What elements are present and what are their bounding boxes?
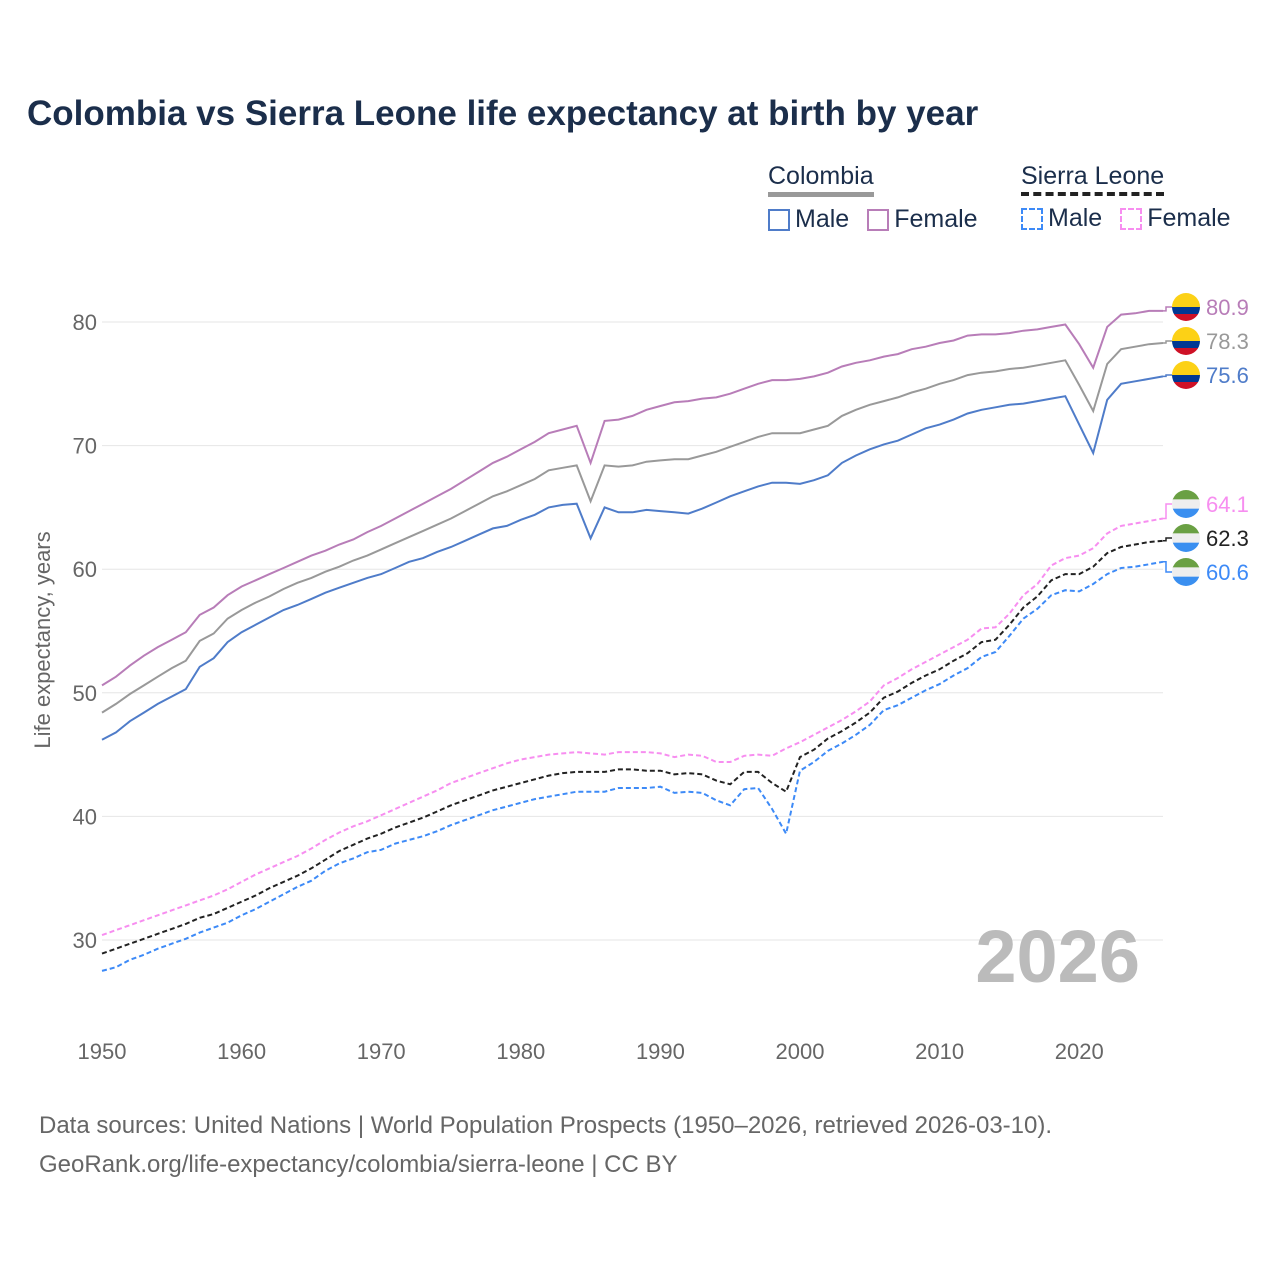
end-value-label: 80.9 bbox=[1206, 295, 1249, 320]
end-value-label: 75.6 bbox=[1206, 363, 1249, 388]
x-tick-label: 1950 bbox=[78, 1039, 127, 1064]
label-leader bbox=[1163, 340, 1172, 344]
legend-sierra-leone: Sierra Leone Male Female bbox=[1021, 162, 1231, 233]
series-line-sierra-leone-male bbox=[101, 560, 1164, 972]
x-tick-label: 2000 bbox=[776, 1039, 825, 1064]
label-leader bbox=[1163, 503, 1172, 520]
label-leader bbox=[1163, 374, 1172, 378]
end-value-label: 62.3 bbox=[1206, 526, 1249, 551]
x-tick-label: 2010 bbox=[915, 1039, 964, 1064]
x-tick-label: 2020 bbox=[1055, 1039, 1104, 1064]
y-tick-label: 70 bbox=[73, 434, 97, 459]
chart-title: Colombia vs Sierra Leone life expectancy… bbox=[27, 94, 979, 133]
legend-label: Female bbox=[894, 205, 978, 233]
legend-sierra-leone-male[interactable]: Male bbox=[1021, 204, 1102, 233]
series-line-sierra-leone-female bbox=[101, 517, 1164, 937]
sierra-leone-flag-icon bbox=[1172, 490, 1200, 518]
legend-label: Male bbox=[1048, 204, 1103, 232]
x-tick-label: 1990 bbox=[636, 1039, 685, 1064]
label-leader bbox=[1163, 306, 1172, 312]
year-watermark: 2026 bbox=[975, 915, 1140, 998]
legend-colombia-heading: Colombia bbox=[768, 162, 874, 197]
footer-link[interactable]: GeoRank.org/life-expectancy/colombia/sie… bbox=[39, 1151, 678, 1178]
legend-label: Male bbox=[795, 205, 850, 233]
legend-colombia-male[interactable]: Male bbox=[768, 205, 849, 234]
label-leader bbox=[1163, 561, 1172, 573]
legend-colombia-female[interactable]: Female bbox=[867, 205, 978, 234]
footer: Data sources: United Nations | World Pop… bbox=[39, 1106, 1052, 1184]
series-line-colombia-female bbox=[101, 309, 1163, 687]
series-line-colombia-male bbox=[101, 375, 1164, 741]
y-tick-label: 50 bbox=[73, 681, 97, 706]
y-tick-label: 30 bbox=[73, 928, 97, 953]
y-tick-label: 60 bbox=[73, 557, 97, 582]
x-tick-label: 1960 bbox=[217, 1039, 266, 1064]
swatch-icon bbox=[1021, 207, 1043, 230]
sierra-leone-flag-icon bbox=[1172, 558, 1200, 586]
legend-sierra-leone-heading: Sierra Leone bbox=[1021, 162, 1165, 196]
legend-colombia: Colombia Male Female bbox=[768, 162, 978, 234]
swatch-icon bbox=[867, 208, 890, 231]
end-value-label: 64.1 bbox=[1206, 492, 1249, 517]
colombia-flag-icon bbox=[1172, 361, 1200, 389]
legend-sierra-leone-female[interactable]: Female bbox=[1120, 204, 1231, 233]
colombia-flag-icon bbox=[1172, 293, 1200, 321]
x-tick-label: 1970 bbox=[357, 1039, 406, 1064]
y-axis-label: Life expectancy, years bbox=[30, 531, 55, 748]
series-line-colombia-total bbox=[101, 342, 1164, 714]
footer-sources: Data sources: United Nations | World Pop… bbox=[39, 1112, 1053, 1139]
end-value-label: 60.6 bbox=[1206, 560, 1249, 585]
colombia-flag-icon bbox=[1172, 327, 1200, 355]
label-leader bbox=[1163, 537, 1172, 542]
swatch-icon bbox=[768, 208, 790, 231]
x-tick-label: 1980 bbox=[496, 1039, 545, 1064]
y-tick-label: 80 bbox=[73, 310, 97, 335]
end-value-label: 78.3 bbox=[1206, 329, 1249, 354]
sierra-leone-flag-icon bbox=[1172, 524, 1200, 552]
legend-label: Female bbox=[1147, 204, 1231, 232]
y-tick-label: 40 bbox=[73, 804, 97, 829]
series-line-sierra-leone-total bbox=[101, 539, 1164, 955]
swatch-icon bbox=[1120, 207, 1143, 230]
